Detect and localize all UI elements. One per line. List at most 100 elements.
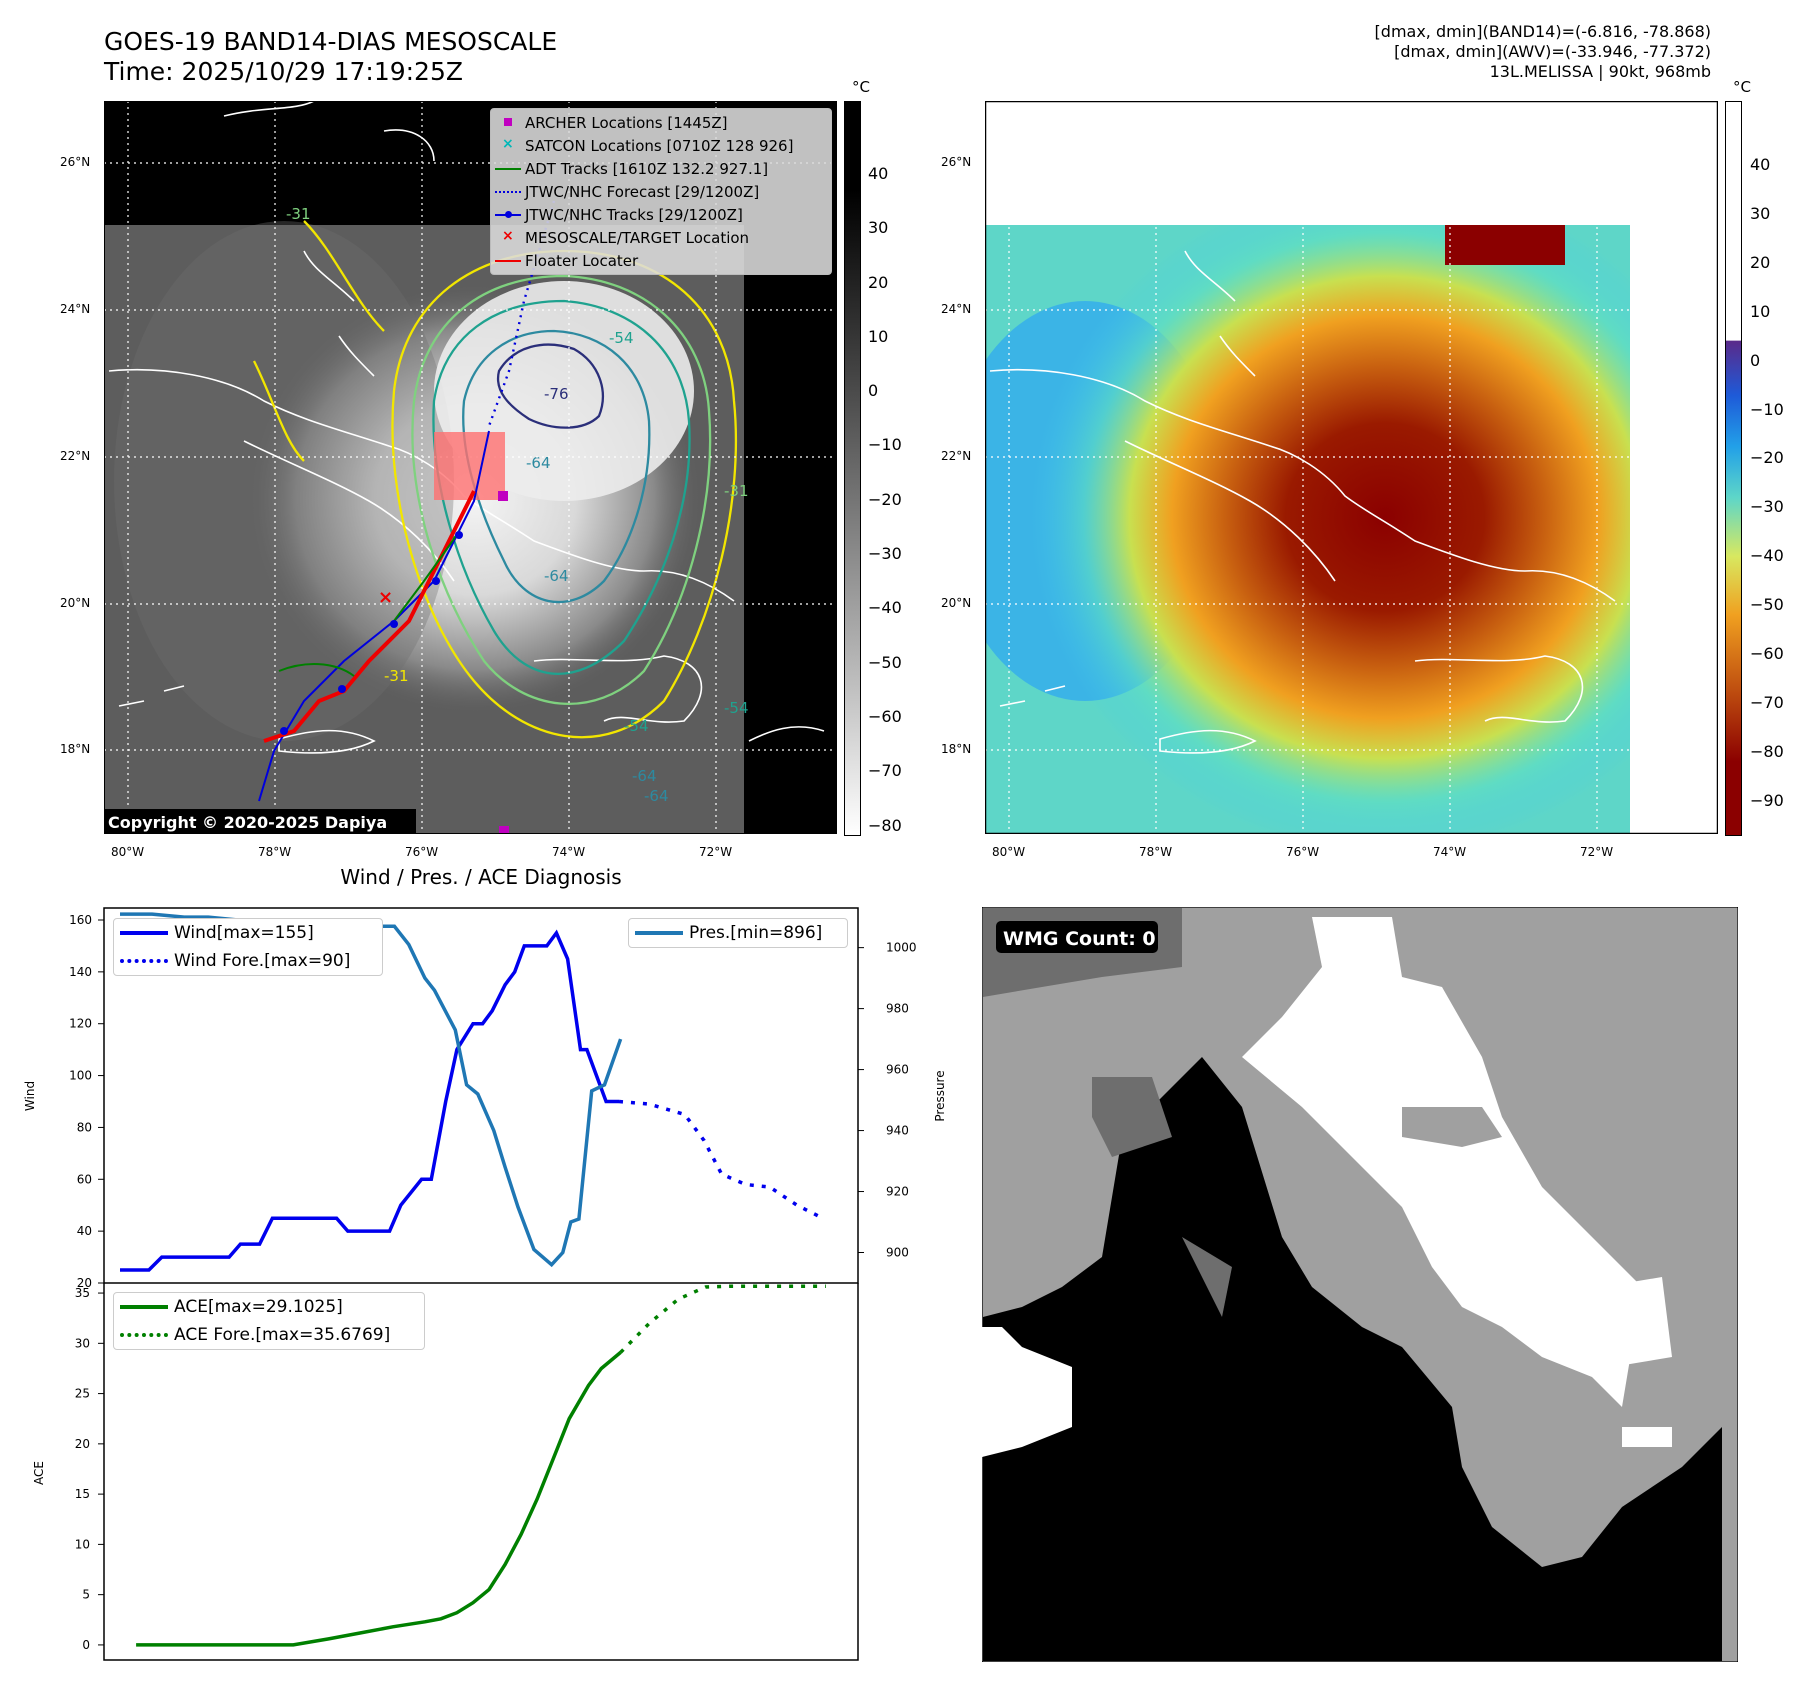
lat-label: 22°N	[60, 449, 91, 463]
line-icon	[629, 919, 689, 947]
wind-tick-label: 100	[69, 1069, 92, 1083]
line-icon	[114, 1293, 174, 1321]
pressure-tick-label: 900	[886, 1246, 909, 1260]
x-marker-icon: ×	[502, 228, 514, 244]
gridlines	[985, 101, 1718, 834]
square-marker-icon	[491, 111, 525, 134]
wind-legend: Wind[max=155] Wind Fore.[max=90]	[113, 918, 383, 976]
legend-adt: ADT Tracks [1610Z 132.2 927.1]	[491, 157, 831, 180]
colorbar-left	[844, 101, 861, 836]
lat-label: 18°N	[60, 742, 91, 756]
legend-wind: Wind[max=155]	[114, 919, 382, 947]
x-marker-icon: ×	[502, 136, 514, 152]
legend-label: Floater Locater	[525, 251, 639, 270]
contour-label: -64	[526, 454, 551, 472]
contour-label: -64	[632, 767, 657, 785]
dotted-line-icon	[491, 180, 525, 203]
legend-label: JTWC/NHC Tracks [29/1200Z]	[525, 205, 743, 224]
legend-label: MESOSCALE/TARGET Location	[525, 228, 750, 247]
lat-label: 24°N	[60, 302, 91, 316]
archer-marker	[498, 491, 508, 501]
lat-label: 20°N	[60, 596, 91, 610]
colorbar-left-unit: °C	[852, 78, 870, 96]
legend-wind-forecast: Wind Fore.[max=90]	[114, 947, 382, 975]
wind-ylabel: Wind	[23, 1081, 37, 1111]
lon-label: 80°W	[111, 845, 145, 859]
series-line	[136, 1351, 622, 1647]
lon-label: 78°W	[258, 845, 292, 859]
ace-tick-label: 0	[82, 1638, 90, 1652]
ace-tick-label: 25	[75, 1387, 90, 1401]
colorbar-right-unit: °C	[1733, 78, 1751, 96]
lat-label: 22°N	[941, 449, 972, 463]
contour-label: -54	[624, 717, 649, 735]
figure-title: GOES-19 BAND14-DIAS MESOSCALE Time: 2025…	[104, 27, 557, 87]
colorbar-right-ticks: 40 30 20 10 0 −10 −20 −30 −40 −50 −60 −70 −80 −90	[1750, 155, 1784, 810]
line-icon	[491, 249, 525, 272]
legend-archer: ARCHER Locations [1445Z]	[491, 111, 831, 134]
legend-floater: Floater Locater	[491, 249, 831, 272]
title-line2: Time: 2025/10/29 17:19:25Z	[104, 57, 463, 86]
line-dot-icon	[491, 203, 525, 226]
contour-labels: -31 -54 -64 -76 -64 -54 -64 -31 -54 -31 …	[286, 205, 749, 805]
legend-label: ARCHER Locations [1445Z]	[525, 113, 728, 132]
ace-legend: ACE[max=29.1025] ACE Fore.[max=35.6769]	[113, 1292, 425, 1350]
legend-tracks: JTWC/NHC Tracks [29/1200Z]	[491, 203, 831, 226]
storm-info: [dmax, dmin](BAND14)=(-6.816, -78.868) […	[1375, 22, 1711, 82]
pressure-tick-label: 1000	[886, 941, 917, 955]
awv-map	[985, 101, 1718, 834]
target-marker: ×	[378, 587, 393, 608]
info-line1: [dmax, dmin](BAND14)=(-6.816, -78.868)	[1374, 22, 1711, 41]
info-line3: 13L.MELISSA | 90kt, 968mb	[1489, 62, 1711, 81]
contour-label: -54	[724, 699, 749, 717]
track-points	[280, 531, 463, 735]
legend-ace: ACE[max=29.1025]	[114, 1293, 424, 1321]
floater-box	[434, 432, 505, 500]
colorbar-right	[1725, 101, 1742, 836]
diagnosis-title: Wind / Pres. / ACE Diagnosis	[340, 865, 622, 889]
lon-label: 78°W	[1139, 845, 1173, 859]
pressure-tick-label: 940	[886, 1124, 909, 1138]
lat-label: 24°N	[941, 302, 972, 316]
contour-label: -31	[286, 205, 311, 223]
lon-label: 80°W	[992, 845, 1026, 859]
line-icon	[114, 919, 174, 947]
pressure-tick-label: 920	[886, 1185, 909, 1199]
colorbar-left-ticks: 40 30 20 10 0 −10 −20 −30 −40 −50 −60 −70 −80	[868, 164, 902, 835]
wind-tick-label: 40	[77, 1224, 92, 1238]
ace-tick-label: 20	[75, 1437, 90, 1451]
contour-label: -31	[384, 667, 409, 685]
wind-tick-label: 60	[77, 1172, 92, 1186]
contour-label: -76	[544, 385, 569, 403]
legend-ace-forecast: ACE Fore.[max=35.6769]	[114, 1321, 424, 1349]
map-legend: ARCHER Locations [1445Z] × SATCON Locatio…	[490, 108, 832, 275]
wind-tick-label: 120	[69, 1017, 92, 1031]
lat-label: 26°N	[60, 155, 91, 169]
lat-label: 18°N	[941, 742, 972, 756]
legend-satcon: × SATCON Locations [0710Z 128 926]	[491, 134, 831, 157]
pressure-ylabel: Pressure	[933, 1070, 947, 1121]
lon-label: 72°W	[1580, 845, 1614, 859]
lon-label: 72°W	[699, 845, 733, 859]
dotted-line-icon	[114, 1321, 174, 1349]
floater-track	[263, 490, 476, 743]
legend-pressure: Pres.[min=896]	[629, 919, 847, 947]
contour-label: -54	[609, 329, 634, 347]
ace-tick-label: 10	[75, 1537, 90, 1551]
ace-tick-label: 30	[75, 1336, 90, 1350]
title-line1: GOES-19 BAND14-DIAS MESOSCALE	[104, 27, 558, 56]
contour-label: -64	[544, 567, 569, 585]
coastlines	[989, 101, 1616, 754]
series-line	[619, 1284, 826, 1354]
wmg-panel: WMG Count: 0	[982, 907, 1738, 1662]
dotted-line-icon	[114, 947, 174, 975]
wind-tick-label: 20	[77, 1276, 92, 1290]
series-line	[120, 929, 619, 1272]
contour-label: -64	[644, 787, 669, 805]
ace-ylabel: ACE	[32, 1461, 46, 1485]
line-icon	[491, 157, 525, 180]
pressure-legend: Pres.[min=896]	[628, 918, 848, 948]
wind-tick-label: 160	[69, 913, 92, 927]
legend-target: × MESOSCALE/TARGET Location	[491, 226, 831, 249]
ace-lines	[136, 1284, 826, 1647]
